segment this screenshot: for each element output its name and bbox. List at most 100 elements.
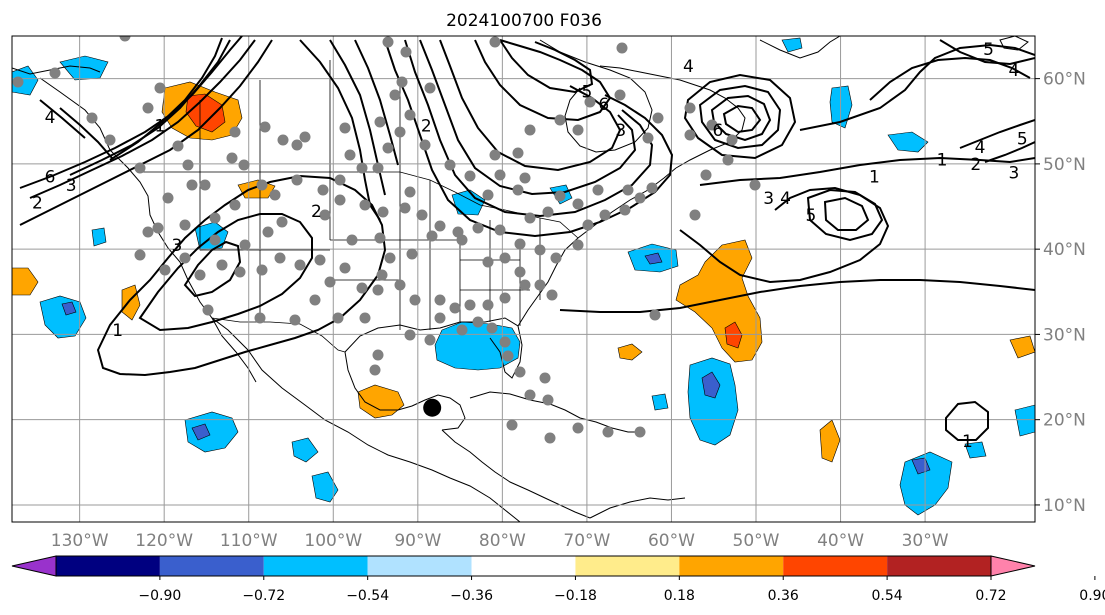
- station-dot-131: [499, 336, 511, 348]
- station-dot-3: [142, 102, 154, 114]
- colorbar-segment-7: [783, 556, 888, 576]
- colorbar-segment-1: [159, 556, 264, 576]
- shade-orange-small-5: [12, 267, 39, 296]
- contour-low-mid-2: [823, 196, 870, 231]
- station-dot-85: [384, 252, 396, 264]
- contour-low-ne: [683, 73, 797, 160]
- colorbar-tick-label-3: −0.36: [450, 588, 493, 604]
- station-dot-69: [494, 169, 506, 181]
- station-dot-153: [12, 76, 24, 88]
- station-dot-102: [376, 269, 388, 281]
- lon-tick-label-1: 120°W: [135, 531, 193, 551]
- station-dot-136: [524, 389, 536, 401]
- station-dot-114: [162, 192, 174, 204]
- station-dot-39: [209, 234, 221, 246]
- station-dot-41: [262, 226, 274, 238]
- contour-label-14: 3: [763, 189, 774, 209]
- contour-label-4: 3: [171, 236, 182, 256]
- station-dot-87: [426, 230, 438, 242]
- station-dot-47: [399, 202, 411, 214]
- station-dot-132: [502, 350, 514, 362]
- colorbar-segment-0: [56, 556, 160, 576]
- station-dot-23: [356, 162, 368, 174]
- shade-blue-pacific-w: [39, 295, 87, 339]
- contour-trough-5: [474, 39, 612, 122]
- shade-darkblue-west-atlantic: [701, 371, 721, 399]
- station-dot-90: [499, 252, 511, 264]
- station-dot-134: [539, 372, 551, 384]
- contour-east-1: [699, 156, 1035, 186]
- station-dot-103: [314, 254, 326, 266]
- contour-label-24: 5: [983, 40, 994, 60]
- contour-trough-6: [499, 39, 594, 94]
- latitude-axis: 60°N 50°N 40°N 30°N 20°N 10°N: [1035, 70, 1086, 516]
- colorbar-segment-6: [679, 556, 784, 576]
- coastlines: [12, 36, 1029, 522]
- station-dot-150: [684, 102, 696, 114]
- station-dot-63: [592, 184, 604, 196]
- colorbar-tick-label-5: 0.18: [664, 588, 695, 604]
- shade-blue-pacific: [184, 411, 239, 453]
- station-dot-17: [256, 179, 268, 191]
- contour-east-5: [984, 141, 1035, 163]
- shade-blue-nw-pac: [311, 471, 339, 503]
- lon-tick-label-7: 60°W: [648, 531, 695, 551]
- contour-mid-atl: [559, 279, 1035, 313]
- storm-marker: [423, 398, 442, 417]
- station-dot-94: [519, 279, 531, 291]
- station-dot-148: [726, 134, 738, 146]
- station-dot-30: [424, 82, 436, 94]
- station-dot-27: [404, 109, 416, 121]
- station-dot-75: [584, 96, 596, 108]
- station-dot-154: [519, 172, 531, 184]
- contour-jet-3: [19, 36, 243, 189]
- station-dot-105: [274, 252, 286, 264]
- station-dot-6: [134, 162, 146, 174]
- contour-jet-2: [29, 39, 256, 199]
- station-dot-155: [482, 189, 494, 201]
- station-dot-101: [394, 279, 406, 291]
- contour-label-10: 5: [581, 82, 592, 102]
- station-dot-10: [226, 152, 238, 164]
- station-dot-119: [309, 294, 321, 306]
- station-dot-48: [416, 209, 428, 221]
- contour-label-18: 1: [937, 151, 948, 171]
- station-dot-76: [614, 89, 626, 101]
- station-dot-125: [404, 329, 416, 341]
- station-dot-70: [489, 149, 501, 161]
- station-dot-60: [634, 192, 646, 204]
- station-dot-151: [652, 112, 664, 124]
- shade-orange-small-4: [1009, 335, 1035, 359]
- station-dot-118: [289, 314, 301, 326]
- lon-tick-label-2: 110°W: [220, 531, 278, 551]
- station-dot-128: [456, 324, 468, 336]
- contour-label-0: 6: [45, 168, 56, 188]
- colorbar-tick-label-4: −0.18: [554, 588, 597, 604]
- station-dot-137: [506, 419, 518, 431]
- contour-label-11: 6: [598, 95, 609, 115]
- station-dot-43: [319, 209, 331, 221]
- station-dot-157: [444, 159, 456, 171]
- contour-jet-1: [19, 39, 273, 226]
- station-dot-82: [339, 262, 351, 274]
- station-dot-38: [152, 222, 164, 234]
- station-dot-84: [372, 284, 384, 296]
- contour-label-2: 2: [32, 193, 43, 213]
- station-dot-138: [544, 432, 556, 444]
- colorbar-tick-label-8: 0.72: [975, 588, 1006, 604]
- station-dot-45: [359, 199, 371, 211]
- contour-lines: [19, 36, 1035, 441]
- contour-label-6: 1: [155, 117, 166, 137]
- station-dot-78: [489, 36, 501, 48]
- station-dot-33: [374, 116, 386, 128]
- station-dot-98: [449, 302, 461, 314]
- colorbar-over-arrow: [990, 555, 1036, 577]
- station-dot-7: [172, 140, 184, 152]
- station-dot-24: [372, 162, 384, 174]
- lat-tick-label-4: 20°N: [1043, 411, 1086, 431]
- station-dot-15: [299, 131, 311, 143]
- shade-blue-west-atlantic: [687, 357, 739, 446]
- lon-tick-label-0: 130°W: [51, 531, 109, 551]
- colorbar-segment-2: [263, 556, 368, 576]
